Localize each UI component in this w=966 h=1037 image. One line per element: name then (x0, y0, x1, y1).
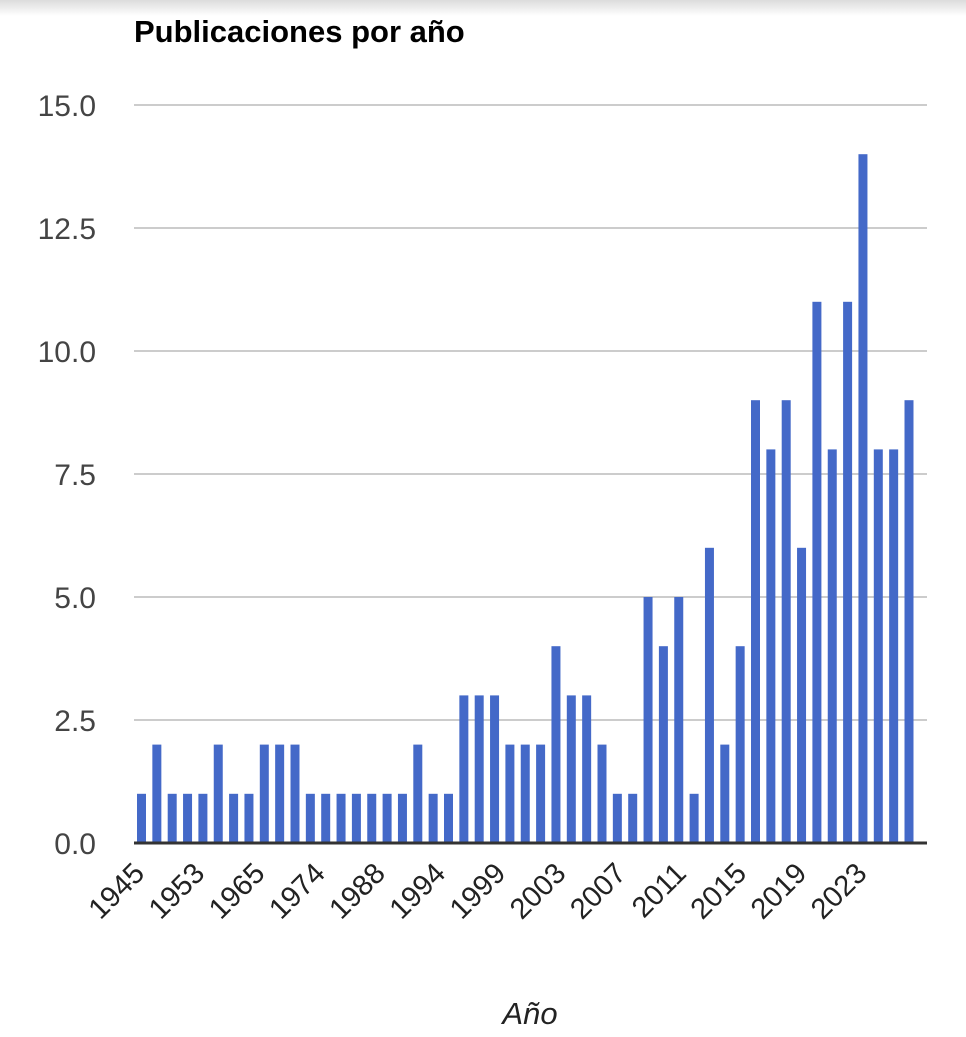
gridlines (134, 104, 927, 721)
x-tick-label: 1994 (384, 857, 452, 925)
bar (551, 646, 561, 843)
bar (658, 646, 668, 843)
bar (520, 744, 530, 843)
bar (444, 793, 453, 843)
x-axis-label: Año (500, 996, 557, 1031)
bar (812, 301, 822, 843)
y-tick-label: 15.0 (38, 90, 96, 123)
x-tick-label: 2011 (626, 857, 693, 924)
bar (167, 793, 177, 843)
y-tick-label: 0.0 (54, 828, 96, 861)
x-tick-label: 1965 (203, 857, 271, 925)
bar (305, 793, 315, 843)
bar (827, 449, 837, 843)
y-tick-label: 7.5 (54, 459, 96, 492)
y-tick-label: 10.0 (38, 336, 96, 369)
x-tick-label: 1974 (263, 857, 331, 925)
top-shadow (0, 0, 966, 16)
bar (582, 695, 592, 843)
bar (336, 793, 346, 843)
bar (351, 793, 361, 843)
bar (505, 744, 515, 843)
x-tick-label: 2019 (745, 857, 813, 925)
y-tick-label: 2.5 (54, 705, 96, 738)
y-tick-label: 12.5 (38, 213, 96, 246)
x-tick-label: 2015 (685, 857, 753, 925)
bar (628, 793, 638, 843)
bar (213, 744, 223, 843)
bar (704, 547, 714, 843)
x-tick-label: 2023 (805, 857, 873, 925)
x-tick-label: 1999 (444, 857, 512, 925)
bar (904, 400, 914, 843)
bar (766, 449, 776, 843)
bar (597, 744, 607, 843)
bar (275, 744, 285, 843)
bar (428, 793, 438, 843)
bar (397, 793, 407, 843)
bar (367, 793, 377, 843)
bar (674, 597, 684, 843)
bars (137, 154, 914, 843)
x-tick-label: 2007 (564, 857, 632, 925)
bar (290, 744, 300, 843)
bar (321, 793, 331, 843)
bar (459, 695, 469, 843)
bar (198, 793, 208, 843)
bar (382, 793, 392, 843)
x-tick-label: 1945 (83, 857, 151, 925)
y-tick-label: 5.0 (54, 582, 96, 615)
x-axis-ticks: 1945195319651974198819941999200320072011… (83, 857, 874, 925)
chart-title: Publicaciones por año (134, 14, 465, 49)
bar (873, 449, 883, 843)
bar (244, 793, 254, 843)
bar (797, 547, 807, 843)
y-axis-ticks: 0.0 2.5 5.0 7.5 10.0 12.5 15.0 (38, 90, 96, 861)
bar (751, 400, 760, 843)
bar (781, 400, 791, 843)
bar (735, 646, 745, 843)
bar (229, 793, 239, 843)
bar (137, 793, 146, 843)
bar (720, 744, 730, 843)
bar (536, 744, 546, 843)
bar (643, 597, 653, 843)
x-tick-label: 2003 (504, 857, 572, 925)
bar (152, 744, 162, 843)
bar (490, 695, 500, 843)
bar (843, 301, 853, 843)
bar (889, 449, 899, 843)
bar (259, 744, 269, 843)
bar (413, 744, 423, 843)
bar (612, 793, 622, 843)
x-tick-label: 1953 (143, 857, 211, 925)
bar (566, 695, 576, 843)
bar (474, 695, 484, 843)
x-tick-label: 1988 (324, 857, 392, 925)
bar (858, 154, 868, 843)
bar (689, 793, 699, 843)
bar (183, 793, 193, 843)
